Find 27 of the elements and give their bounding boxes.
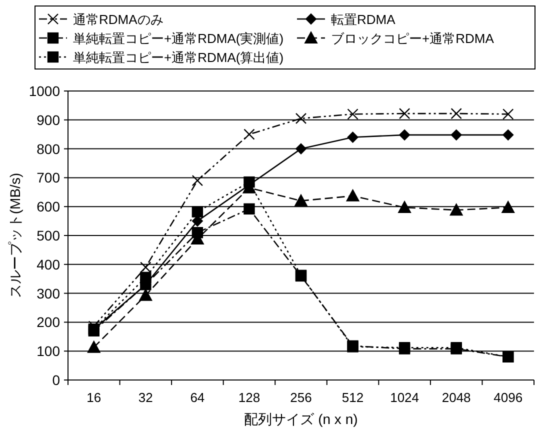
y-tick-label: 200 [36, 314, 60, 330]
x-tick-label: 1024 [390, 390, 420, 405]
legend-label: 単純転置コピー+通常RDMA(算出値) [73, 50, 284, 65]
x-tick-label: 4096 [494, 390, 523, 405]
y-tick-label: 300 [36, 285, 60, 302]
x-tick-label: 128 [238, 390, 260, 405]
y-tick-label: 700 [36, 170, 60, 186]
legend-label: ブロックコピー+通常RDMA [331, 31, 494, 46]
x-tick-label: 32 [138, 390, 153, 405]
y-tick-label: 900 [36, 112, 60, 128]
y-tick-label: 600 [36, 198, 60, 215]
y-axis-title: スループット(MB/s) [7, 172, 23, 298]
y-tick-label: 800 [36, 140, 60, 157]
x-tick-label: 16 [86, 390, 102, 405]
x-tick-label: 512 [342, 390, 364, 405]
x-axis-title: 配列サイズ (n x n) [244, 411, 358, 427]
y-tick-label: 1000 [28, 83, 60, 99]
y-tick-label: 0 [52, 372, 60, 388]
y-tick-label: 100 [36, 343, 60, 360]
x-tick-label: 256 [290, 390, 312, 405]
x-tick-label: 64 [190, 390, 205, 405]
legend-label: 転置RDMA [331, 12, 396, 27]
legend-label: 単純転置コピー+通常RDMA(実測値) [73, 31, 284, 46]
y-tick-label: 500 [36, 228, 60, 244]
y-tick-label: 400 [36, 256, 60, 272]
x-tick-label: 2048 [442, 390, 471, 405]
legend-label: 通常RDMAのみ [73, 12, 164, 27]
